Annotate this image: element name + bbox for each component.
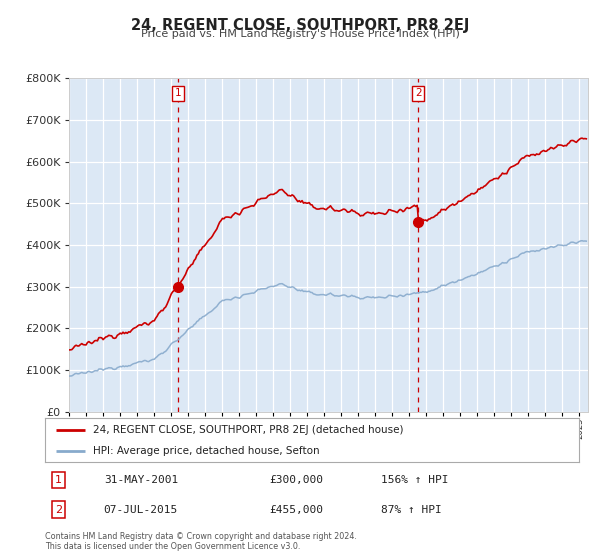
Text: 2: 2 <box>55 505 62 515</box>
Text: 156% ↑ HPI: 156% ↑ HPI <box>382 475 449 485</box>
Text: 24, REGENT CLOSE, SOUTHPORT, PR8 2EJ (detached house): 24, REGENT CLOSE, SOUTHPORT, PR8 2EJ (de… <box>93 425 404 435</box>
Text: 31-MAY-2001: 31-MAY-2001 <box>104 475 178 485</box>
Text: This data is licensed under the Open Government Licence v3.0.: This data is licensed under the Open Gov… <box>45 542 301 551</box>
Text: £300,000: £300,000 <box>269 475 323 485</box>
Text: £455,000: £455,000 <box>269 505 323 515</box>
Text: HPI: Average price, detached house, Sefton: HPI: Average price, detached house, Seft… <box>93 446 320 456</box>
Text: 87% ↑ HPI: 87% ↑ HPI <box>382 505 442 515</box>
Text: 2: 2 <box>415 88 421 99</box>
Text: 1: 1 <box>175 88 182 99</box>
Text: 1: 1 <box>55 475 62 485</box>
Text: Contains HM Land Registry data © Crown copyright and database right 2024.: Contains HM Land Registry data © Crown c… <box>45 532 357 541</box>
Text: 07-JUL-2015: 07-JUL-2015 <box>104 505 178 515</box>
Text: 24, REGENT CLOSE, SOUTHPORT, PR8 2EJ: 24, REGENT CLOSE, SOUTHPORT, PR8 2EJ <box>131 18 469 34</box>
Text: Price paid vs. HM Land Registry's House Price Index (HPI): Price paid vs. HM Land Registry's House … <box>140 29 460 39</box>
